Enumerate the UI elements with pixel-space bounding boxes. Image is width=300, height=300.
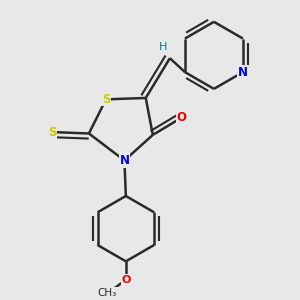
Text: N: N xyxy=(119,154,129,167)
Text: N: N xyxy=(238,66,248,79)
Text: O: O xyxy=(121,275,130,285)
Text: S: S xyxy=(102,93,110,106)
Text: O: O xyxy=(176,111,186,124)
Text: S: S xyxy=(48,126,56,139)
Text: CH₃: CH₃ xyxy=(98,288,117,298)
Text: H: H xyxy=(159,42,167,52)
